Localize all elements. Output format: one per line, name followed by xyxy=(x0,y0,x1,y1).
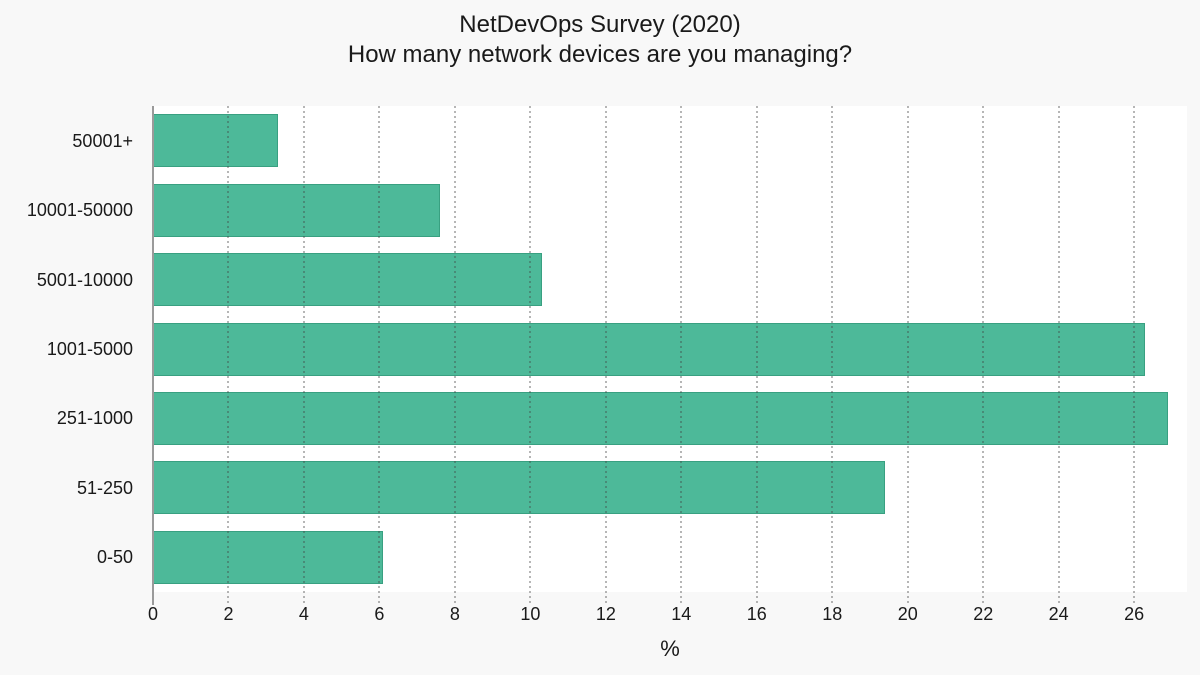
x-tick-label: 8 xyxy=(449,604,460,624)
plot-area xyxy=(152,106,1187,605)
x-tick-label: 14 xyxy=(671,604,692,624)
grid-line xyxy=(227,106,230,605)
bar-251-1000 xyxy=(153,391,1169,445)
x-tick-label: 6 xyxy=(374,604,385,624)
chart-title: NetDevOps Survey (2020) xyxy=(459,11,741,38)
grid-line xyxy=(302,106,305,605)
y-axis-label: 5001-10000 xyxy=(36,269,133,290)
x-tick-label: 12 xyxy=(595,604,616,624)
x-tick-label: 4 xyxy=(298,604,309,624)
title-block: NetDevOps Survey (2020) How many network… xyxy=(0,10,1200,70)
x-tick-label: 16 xyxy=(746,604,767,624)
grid-line xyxy=(1133,106,1136,605)
grid-line xyxy=(1057,106,1060,605)
x-axis-title: % xyxy=(660,636,680,661)
bar-5001-10000 xyxy=(153,253,542,307)
bar-1001-5000 xyxy=(153,322,1146,376)
grid-line xyxy=(529,106,532,605)
y-axis-label: 51-250 xyxy=(76,477,133,498)
grid-line xyxy=(378,106,381,605)
bar-51-250 xyxy=(153,461,886,515)
y-axis-line xyxy=(152,106,154,605)
x-tick-label: 10 xyxy=(520,604,541,624)
x-tick-label: 0 xyxy=(147,604,158,624)
x-tick-label: 22 xyxy=(973,604,994,624)
bar-50001+ xyxy=(153,114,278,168)
x-tick-label: 24 xyxy=(1048,604,1069,624)
bar-0-50 xyxy=(153,530,384,584)
grid-line xyxy=(453,106,456,605)
x-tick-label: 26 xyxy=(1124,604,1145,624)
grid-line xyxy=(680,106,683,605)
y-axis-label: 0-50 xyxy=(96,547,133,568)
grid-line xyxy=(831,106,834,605)
grid-line xyxy=(906,106,909,605)
x-tick-label: 18 xyxy=(822,604,843,624)
y-axis-label: 10001-50000 xyxy=(26,200,133,221)
x-tick-label: 2 xyxy=(223,604,234,624)
bar-10001-50000 xyxy=(153,183,440,237)
grid-line xyxy=(604,106,607,605)
y-axis-label: 251-1000 xyxy=(56,408,133,429)
y-axis-label: 1001-5000 xyxy=(46,339,133,359)
grid-line xyxy=(982,106,985,605)
y-axis-label: 50001+ xyxy=(72,130,133,151)
grid-line xyxy=(755,106,758,605)
x-tick-label: 20 xyxy=(897,604,918,624)
chart-subtitle: How many network devices are you managin… xyxy=(347,41,853,68)
